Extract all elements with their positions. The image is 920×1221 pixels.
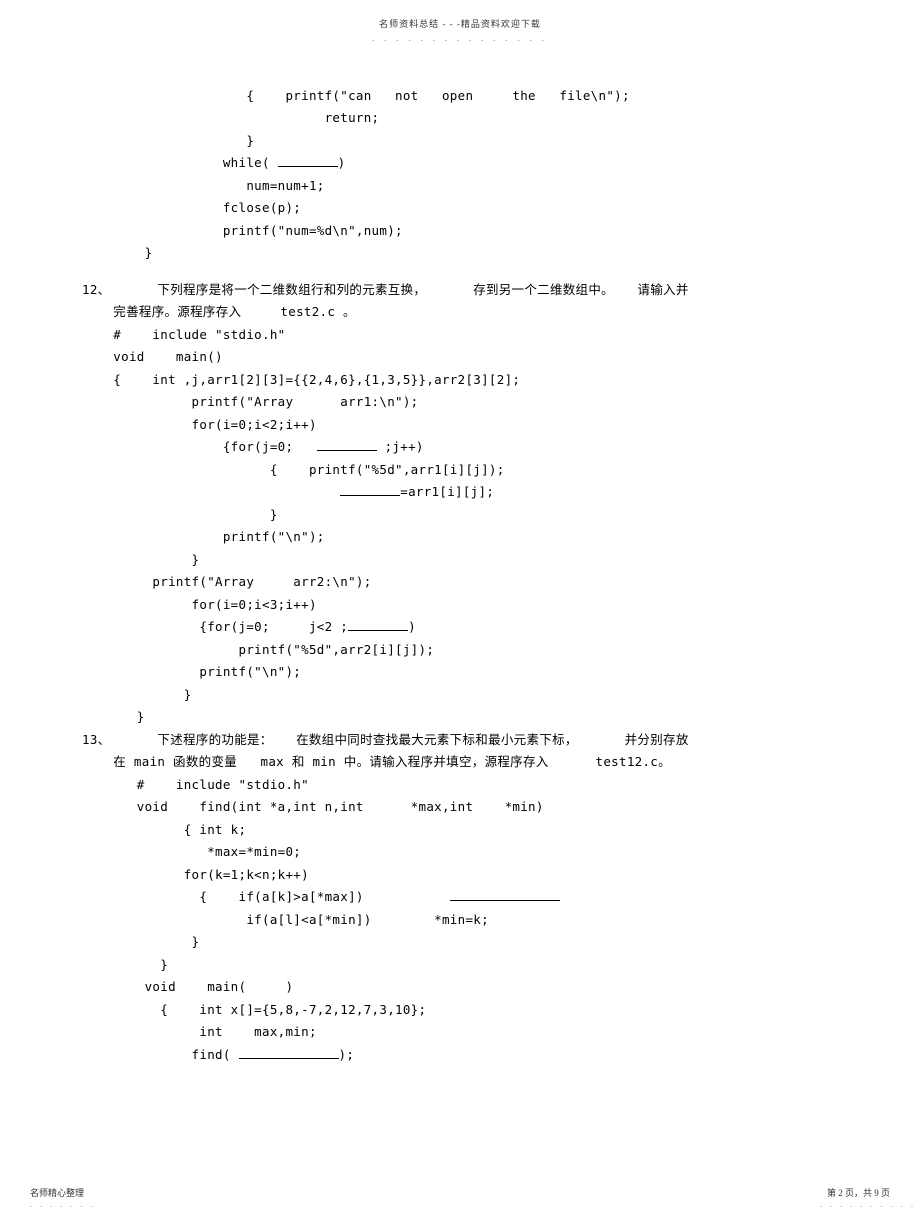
code-line: =arr1[i][j];	[82, 481, 838, 504]
footer-dots-right: - - - - - - - - - -	[820, 1200, 916, 1213]
fill-blank	[340, 483, 400, 497]
code-line: fclose(p);	[82, 197, 838, 220]
code-line: { printf("%5d",arr1[i][j]);	[82, 459, 838, 482]
code-line: printf("\n");	[82, 661, 838, 684]
footer-left: 名师精心整理	[30, 1185, 84, 1201]
code-line: {for(j=0; j<2 ;)	[82, 616, 838, 639]
code-line: { int ,j,arr1[2][3]={{2,4,6},{1,3,5}},ar…	[82, 369, 838, 392]
code-line: printf("%5d",arr2[i][j]);	[82, 639, 838, 662]
code-line: # include "stdio.h"	[82, 324, 838, 347]
question-text: 在 main 函数的变量 max 和 min 中。请输入程序并填空，源程序存入 …	[82, 751, 838, 774]
code-line: # include "stdio.h"	[82, 774, 838, 797]
code-line: printf("\n");	[82, 526, 838, 549]
header-title: 名师资料总结 - - -精品资料欢迎下载	[0, 0, 920, 32]
footer-dots-left: - - - - - - -	[30, 1200, 96, 1213]
fill-blank	[450, 888, 560, 902]
code-line: }	[82, 954, 838, 977]
code-line: { int k;	[82, 819, 838, 842]
code-line: for(k=1;k<n;k++)	[82, 864, 838, 887]
code-line: }	[82, 549, 838, 572]
code-line: }	[82, 706, 838, 729]
code-line: int max,min;	[82, 1021, 838, 1044]
code-line: if(a[l]<a[*min]) *min=k;	[82, 909, 838, 932]
code-line: num=num+1;	[82, 175, 838, 198]
code-line: }	[82, 504, 838, 527]
code-line: for(i=0;i<2;i++)	[82, 414, 838, 437]
footer-right: 第 2 页，共 9 页	[827, 1185, 890, 1201]
code-line: }	[82, 130, 838, 153]
fill-blank	[278, 154, 338, 168]
code-line: *max=*min=0;	[82, 841, 838, 864]
code-line: { printf("can not open the file\n");	[82, 85, 838, 108]
question-text: 13、 下述程序的功能是： 在数组中同时查找最大元素下标和最小元素下标， 并分别…	[82, 729, 838, 752]
code-line: printf("Array arr1:\n");	[82, 391, 838, 414]
code-line: }	[82, 931, 838, 954]
code-line: while( )	[82, 152, 838, 175]
code-line: }	[82, 684, 838, 707]
code-line: printf("Array arr2:\n");	[82, 571, 838, 594]
code-line: void main()	[82, 346, 838, 369]
fill-blank	[317, 438, 377, 452]
question-text: 12、 下列程序是将一个二维数组行和列的元素互换， 存到另一个二维数组中。 请输…	[82, 279, 838, 302]
code-line: find( );	[82, 1044, 838, 1067]
code-line: { int x[]={5,8,-7,2,12,7,3,10};	[82, 999, 838, 1022]
code-line: void main( )	[82, 976, 838, 999]
code-line: }	[82, 242, 838, 265]
code-line: void find(int *a,int n,int *max,int *min…	[82, 796, 838, 819]
fill-blank	[348, 618, 408, 632]
code-line: { if(a[k]>a[*max])	[82, 886, 838, 909]
code-line: {for(j=0; ;j++)	[82, 436, 838, 459]
code-line: for(i=0;i<3;i++)	[82, 594, 838, 617]
code-line: return;	[82, 107, 838, 130]
header-dots: - - - - - - - - - - - - - - -	[0, 34, 920, 47]
fill-blank	[239, 1045, 339, 1059]
question-text: 完善程序。源程序存入 test2.c 。	[82, 301, 838, 324]
page-content: { printf("can not open the file\n"); ret…	[0, 47, 920, 1067]
code-line: printf("num=%d\n",num);	[82, 220, 838, 243]
